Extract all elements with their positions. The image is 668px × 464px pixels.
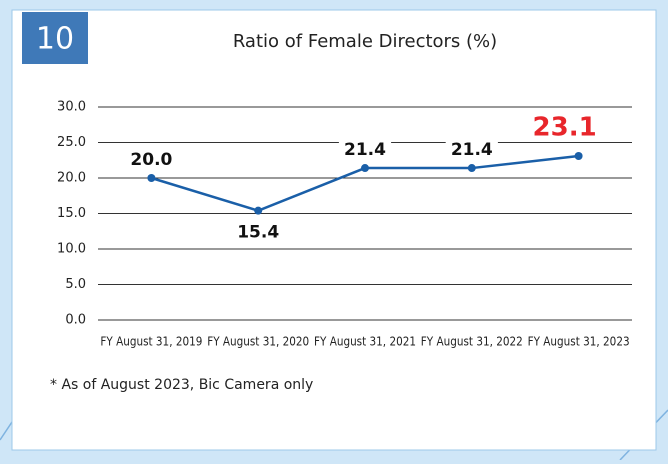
value-label: 21.4 <box>451 140 493 160</box>
label-bg <box>338 140 392 160</box>
x-tick-label: FY August 31, 2020 <box>207 335 309 349</box>
label-bg <box>445 140 498 160</box>
badge-number: 10 <box>36 22 74 57</box>
label-bg <box>125 150 178 170</box>
value-label: 20.0 <box>130 150 172 170</box>
y-tick-label: 30.0 <box>57 100 86 115</box>
footnote: * As of August 2023, Bic Camera only <box>50 377 313 393</box>
value-label: 23.1 <box>533 112 597 142</box>
point <box>254 206 263 215</box>
card <box>11 9 657 451</box>
point <box>574 151 583 160</box>
y-tick-label: 5.0 <box>65 277 86 292</box>
y-tick-label: 25.0 <box>57 135 86 150</box>
value-label: 21.4 <box>344 140 386 160</box>
y-tick-label: 15.0 <box>57 206 86 221</box>
value-label: 15.4 <box>237 223 279 243</box>
label-bg <box>232 223 285 243</box>
point <box>361 164 369 173</box>
x-tick-label: FY August 31, 2019 <box>100 335 202 349</box>
point <box>147 174 156 182</box>
chart-title: Ratio of Female Directors (%) <box>233 31 497 52</box>
x-tick-label: FY August 31, 2023 <box>528 335 630 349</box>
badge <box>22 12 88 64</box>
y-tick-label: 10.0 <box>57 242 86 257</box>
y-tick-label: 20.0 <box>57 171 86 186</box>
x-tick-label: FY August 31, 2021 <box>314 335 416 349</box>
y-tick-label: 0.0 <box>65 313 86 328</box>
x-tick-label: FY August 31, 2022 <box>421 335 523 349</box>
label-bg <box>526 113 603 142</box>
point <box>467 164 476 173</box>
